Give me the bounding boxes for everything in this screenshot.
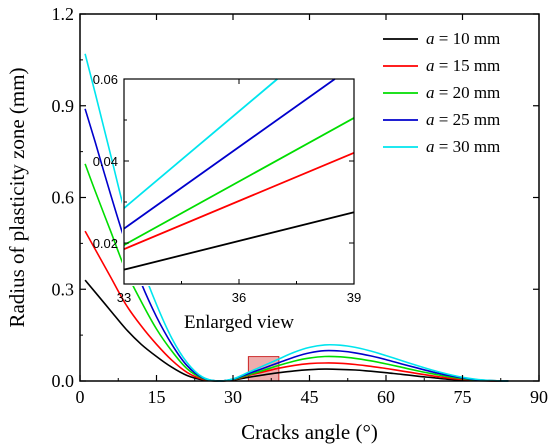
legend-variable: a [426, 137, 435, 156]
x-tick-label: 45 [301, 387, 319, 407]
inset-y-tick-label: 0.04 [93, 154, 118, 169]
inset-series-line-2 [123, 151, 355, 250]
legend-label: a = 10 mm [426, 29, 500, 48]
x-axis-title: Cracks angle (°) [241, 420, 378, 444]
inset-x-tick-label: 36 [232, 290, 246, 305]
inset-chart: 33 36 39 0.02 0.04 0.06 Enlarged view [93, 72, 362, 333]
legend-variable: a [426, 56, 435, 75]
y-tick-label: 0.6 [52, 188, 75, 208]
main-lines [84, 53, 509, 382]
y-tick-labels: 0.0 0.3 0.6 0.9 1.2 [52, 4, 75, 391]
series-line-5 [84, 53, 509, 382]
legend-value: = 25 mm [435, 110, 501, 129]
legend-value: = 20 mm [435, 83, 501, 102]
inset-x-tick-label: 33 [117, 290, 131, 305]
series-line-4 [84, 108, 509, 382]
inset-series-line-1 [123, 211, 355, 271]
legend-label: a = 25 mm [426, 110, 500, 129]
inset-y-tick-labels: 0.02 0.04 0.06 [93, 72, 118, 251]
y-tick-label: 0.0 [52, 371, 75, 391]
inset-series-line-4 [123, 78, 336, 230]
series-line-3 [84, 163, 509, 382]
series-line-2 [84, 230, 509, 382]
y-axis-title: Radius of plasticity zone (mm) [5, 67, 29, 327]
x-tick-label: 60 [377, 387, 395, 407]
legend-value: = 10 mm [435, 29, 501, 48]
legend-variable: a [426, 110, 435, 129]
inset-y-tick-label: 0.06 [93, 72, 118, 87]
legend-value: = 15 mm [435, 56, 501, 75]
main-plot: 0 15 30 45 60 75 90 0.0 0.3 0.6 0.9 1.2 Cracks ang… [5, 4, 548, 444]
x-tick-label: 0 [76, 387, 85, 407]
main-ticks [79, 13, 540, 382]
inset-series-line-5 [123, 78, 278, 209]
x-tick-label: 90 [530, 387, 548, 407]
y-tick-label: 0.9 [52, 96, 75, 116]
inset-series-line-3 [123, 117, 355, 246]
inset-y-tick-label: 0.02 [93, 236, 118, 251]
y-tick-label: 1.2 [52, 4, 75, 24]
inset-title: Enlarged view [184, 312, 294, 333]
inset-ticks [123, 78, 355, 284]
y-tick-label: 0.3 [52, 279, 75, 299]
x-tick-label: 15 [148, 387, 166, 407]
legend-label: a = 15 mm [426, 56, 500, 75]
legend: a = 10 mma = 15 mma = 20 mma = 25 mma = … [383, 29, 500, 156]
inset-lines [123, 78, 355, 271]
legend-label: a = 30 mm [426, 137, 500, 156]
legend-variable: a [426, 29, 435, 48]
inset-x-tick-label: 39 [347, 290, 361, 305]
inset-x-tick-labels: 33 36 39 [117, 290, 361, 305]
series-line-1 [84, 279, 509, 382]
legend-variable: a [426, 83, 435, 102]
x-tick-labels: 0 15 30 45 60 75 90 [76, 387, 549, 407]
legend-value: = 30 mm [435, 137, 501, 156]
legend-label: a = 20 mm [426, 83, 500, 102]
x-tick-label: 75 [454, 387, 472, 407]
x-tick-label: 30 [224, 387, 242, 407]
